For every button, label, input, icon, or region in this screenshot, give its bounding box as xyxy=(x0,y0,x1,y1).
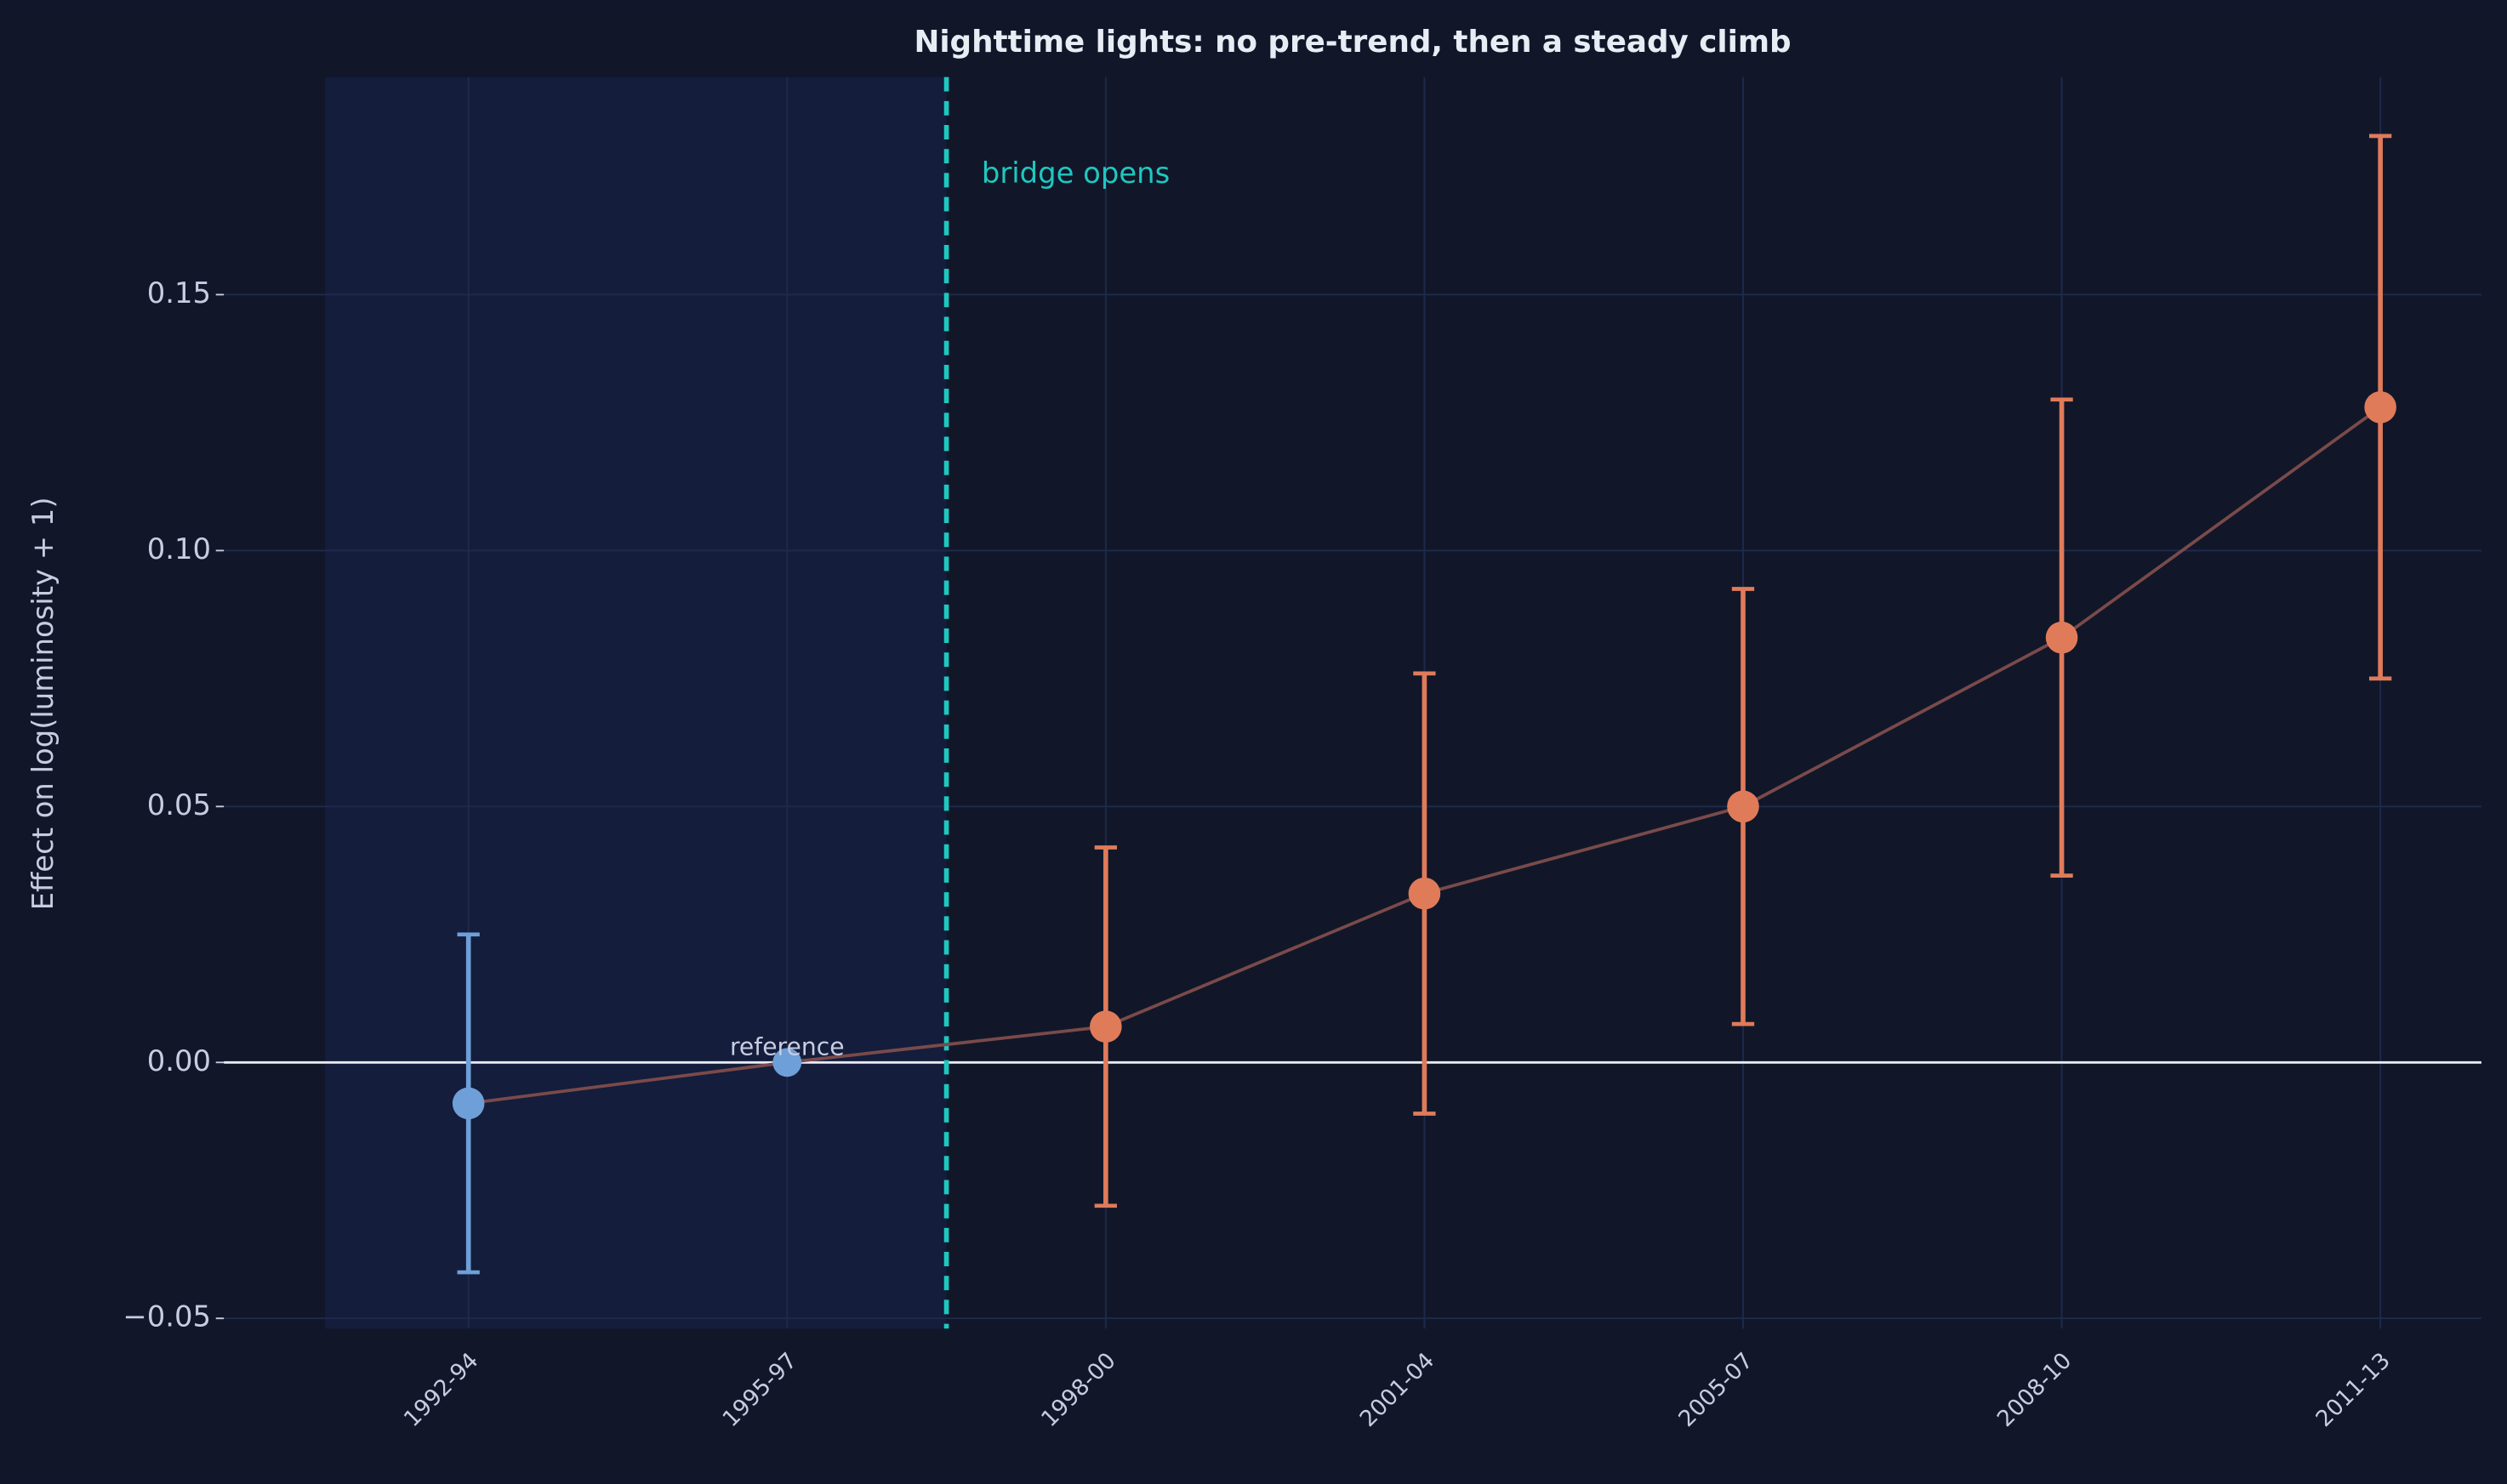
chart-title: Nighttime lights: no pre-trend, then a s… xyxy=(914,25,1791,60)
y-tick-label: 0.15 xyxy=(147,276,211,310)
y-tick-label: 0.05 xyxy=(147,788,211,822)
reference-label: reference xyxy=(730,1032,845,1060)
pre-period-shade xyxy=(325,77,947,1329)
point xyxy=(772,1048,802,1077)
y-axis-label: Effect on log(luminosity + 1) xyxy=(26,497,60,910)
y-tick-label: −0.05 xyxy=(123,1300,211,1333)
point xyxy=(1408,877,1441,910)
point xyxy=(452,1087,485,1120)
point xyxy=(1727,790,1759,823)
point xyxy=(1090,1010,1122,1043)
point xyxy=(2364,391,2396,424)
point xyxy=(2045,621,2078,654)
event-label: bridge opens xyxy=(982,156,1170,190)
y-tick-label: 0.00 xyxy=(147,1044,211,1077)
y-tick-label: 0.10 xyxy=(147,532,211,566)
